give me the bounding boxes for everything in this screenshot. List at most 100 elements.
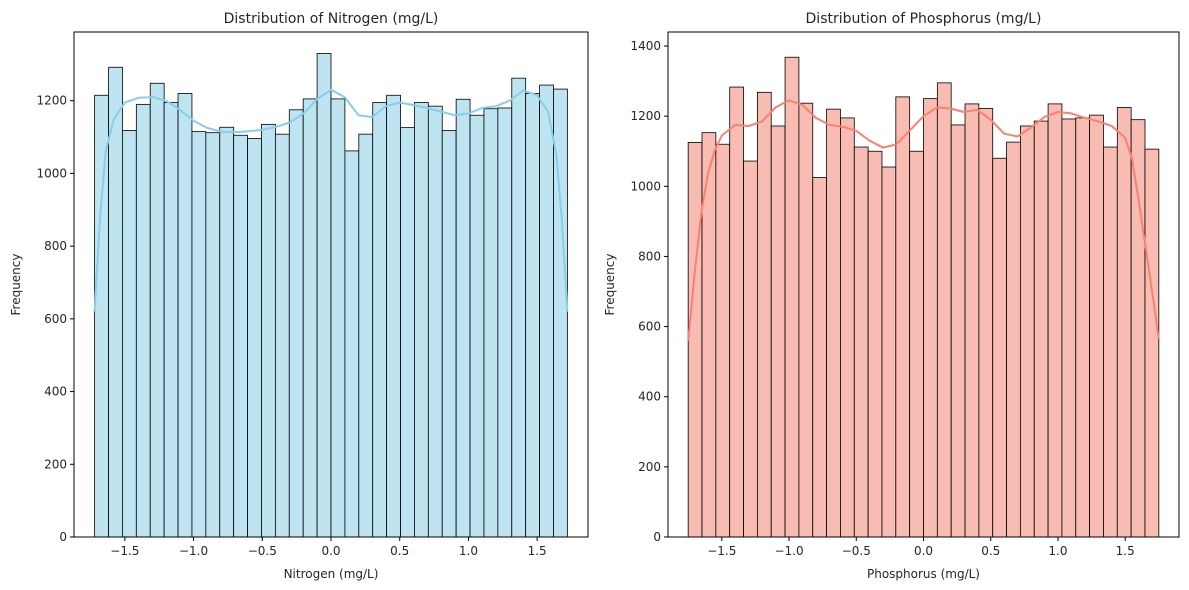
histogram-bar bbox=[386, 94, 401, 538]
histogram-bar bbox=[219, 126, 235, 538]
histogram-bar bbox=[455, 98, 471, 538]
histogram-bar bbox=[233, 134, 248, 538]
histogram-bar bbox=[729, 86, 744, 538]
histogram-bar bbox=[1116, 106, 1132, 538]
histogram-bar bbox=[1075, 117, 1091, 538]
axis-ticks: −1.5 −1.0 −0.5 0.0 0.5 1.0 1.5 0 200 400 600 800 100… bbox=[36, 94, 546, 558]
histogram-bar bbox=[427, 105, 443, 538]
histogram-bar bbox=[770, 125, 786, 538]
x-tick-label: 0.0 bbox=[321, 544, 340, 558]
y-tick-label: 200 bbox=[44, 457, 67, 471]
histogram-bar bbox=[756, 91, 772, 538]
y-tick-label: 0 bbox=[59, 530, 67, 544]
histogram-bar bbox=[163, 102, 179, 538]
x-tick-label: −0.5 bbox=[248, 544, 277, 558]
histogram-bar bbox=[108, 66, 123, 538]
histogram-bar bbox=[191, 131, 207, 538]
histogram-bar bbox=[316, 53, 332, 538]
histogram-bar bbox=[978, 108, 994, 538]
histogram-bar bbox=[330, 98, 346, 538]
y-axis-label: Frequency bbox=[603, 254, 617, 316]
histogram-bar bbox=[302, 98, 318, 538]
histogram-bar bbox=[441, 130, 457, 538]
histogram-bar bbox=[205, 132, 221, 538]
histogram-bar bbox=[812, 177, 827, 538]
histogram-bar bbox=[992, 157, 1007, 538]
plot-frame bbox=[73, 31, 589, 538]
kde-line-group bbox=[93, 88, 569, 312]
histogram-bar bbox=[1061, 118, 1077, 538]
x-tick-label: −0.5 bbox=[842, 544, 871, 558]
x-tick-label: −1.0 bbox=[774, 544, 803, 558]
histogram-bar bbox=[177, 93, 193, 538]
histogram-bar bbox=[469, 114, 485, 538]
y-tick-label: 400 bbox=[638, 390, 661, 404]
histogram-bar bbox=[122, 130, 137, 538]
y-tick-label: 200 bbox=[638, 460, 661, 474]
histogram-bar bbox=[840, 117, 855, 538]
histogram-bars bbox=[94, 53, 568, 538]
histogram-bar bbox=[936, 82, 952, 538]
x-tick-label: 0.5 bbox=[390, 544, 409, 558]
histogram-bar bbox=[964, 103, 980, 538]
y-axis-label: Frequency bbox=[9, 254, 23, 316]
x-tick-label: 1.5 bbox=[1116, 544, 1135, 558]
histogram-bar bbox=[853, 146, 869, 538]
histogram-bar bbox=[372, 102, 388, 538]
histogram-bar bbox=[1047, 103, 1063, 538]
kde-line bbox=[687, 99, 1160, 341]
histogram-bar bbox=[135, 103, 151, 538]
histogram-bar bbox=[247, 138, 262, 538]
x-tick-label: 0.0 bbox=[914, 544, 933, 558]
x-tick-label: −1.0 bbox=[179, 544, 208, 558]
histogram-bar bbox=[867, 150, 883, 538]
histogram-bar bbox=[784, 56, 800, 538]
nitrogen-histogram-chart: Distribution of Nitrogen (mg/L) Nitrogen… bbox=[9, 11, 589, 581]
y-tick-label: 1000 bbox=[630, 179, 661, 193]
histogram-bar bbox=[1033, 120, 1049, 538]
x-tick-label: −1.5 bbox=[110, 544, 139, 558]
histogram-bar bbox=[715, 143, 731, 538]
y-tick-label: 1400 bbox=[630, 39, 661, 53]
x-tick-label: 1.5 bbox=[528, 544, 547, 558]
histogram-bar bbox=[895, 96, 911, 538]
histogram-bar bbox=[909, 150, 924, 538]
x-axis-label: Nitrogen (mg/L) bbox=[284, 567, 379, 581]
histogram-bar bbox=[1089, 114, 1104, 538]
kde-line-group bbox=[687, 99, 1160, 341]
histogram-bar bbox=[1020, 125, 1035, 538]
y-tick-label: 400 bbox=[44, 385, 67, 399]
histogram-bars bbox=[687, 56, 1160, 538]
y-tick-label: 800 bbox=[44, 239, 67, 253]
histogram-bar bbox=[497, 107, 513, 538]
kde-line bbox=[93, 88, 569, 312]
plot-frame bbox=[667, 31, 1180, 538]
histogram-bar bbox=[798, 102, 814, 538]
x-axis-label: Phosphorus (mg/L) bbox=[867, 567, 980, 581]
histogram-bar bbox=[687, 142, 703, 538]
chart-title: Distribution of Nitrogen (mg/L) bbox=[224, 11, 439, 27]
y-tick-label: 600 bbox=[44, 312, 67, 326]
histogram-bar bbox=[1103, 146, 1118, 538]
histogram-bar bbox=[525, 93, 540, 538]
histogram-bar bbox=[400, 127, 415, 538]
axis-ticks: −1.5 −1.0 −0.5 0.0 0.5 1.0 1.5 0 200 400 600 800 100… bbox=[630, 39, 1134, 558]
histogram-bar bbox=[483, 108, 499, 538]
histogram-bar bbox=[149, 82, 165, 538]
histogram-bar bbox=[743, 160, 758, 538]
x-tick-label: 1.0 bbox=[1048, 544, 1067, 558]
histogram-bar bbox=[414, 102, 429, 538]
y-tick-label: 1200 bbox=[630, 109, 661, 123]
histogram-bar bbox=[1144, 148, 1160, 538]
histogram-bar bbox=[511, 77, 527, 538]
histogram-bar bbox=[1130, 119, 1146, 538]
histogram-bar bbox=[923, 98, 938, 538]
y-tick-label: 1200 bbox=[36, 94, 67, 108]
histogram-bar bbox=[826, 108, 841, 538]
y-tick-label: 600 bbox=[638, 320, 661, 334]
histogram-bar bbox=[950, 124, 966, 538]
histogram-bar bbox=[539, 84, 554, 538]
x-tick-label: 1.0 bbox=[459, 544, 478, 558]
y-tick-label: 800 bbox=[638, 249, 661, 263]
